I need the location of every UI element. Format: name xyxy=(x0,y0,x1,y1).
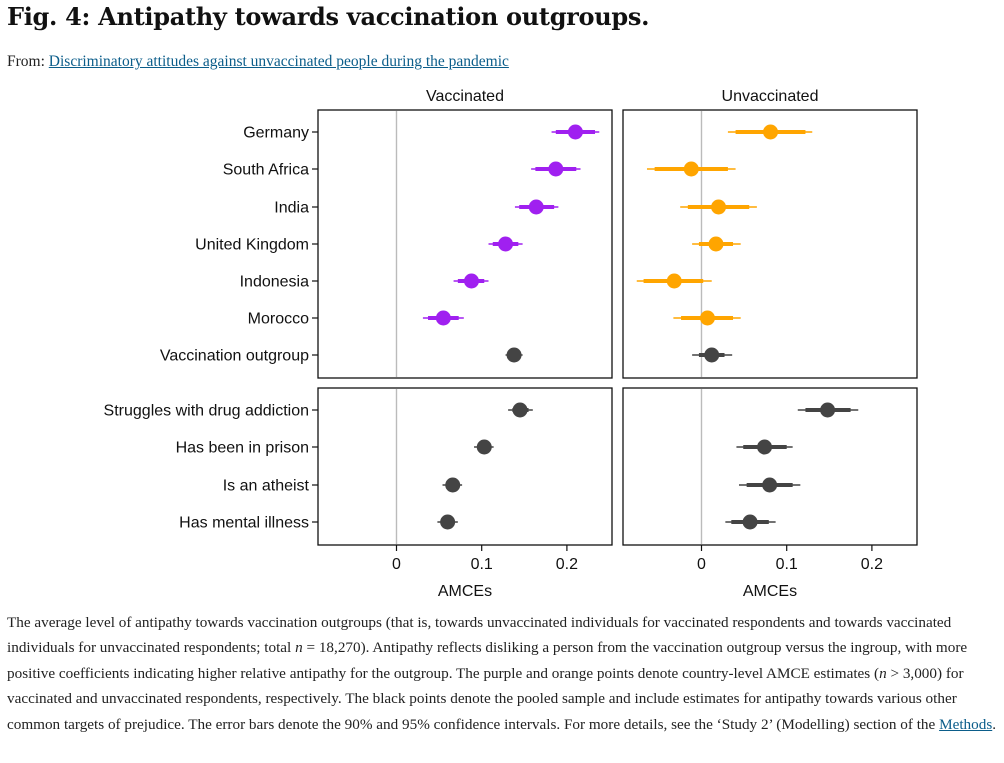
point-estimate xyxy=(435,310,451,326)
point-estimate xyxy=(567,124,583,140)
point-estimate xyxy=(445,477,461,493)
panel-frame xyxy=(622,109,918,379)
methods-link[interactable]: Methods xyxy=(939,715,993,733)
point-estimate xyxy=(699,310,715,326)
panel-title-unvaccinated: Unvaccinated xyxy=(722,88,819,105)
x-tick-label: 0.2 xyxy=(556,556,578,573)
caption-text-1: The average level of antipathy towards v… xyxy=(7,614,952,657)
y-tick-label: India xyxy=(274,200,309,217)
panel-frame xyxy=(317,109,613,379)
caption-n-country: n xyxy=(879,664,887,682)
point-estimate xyxy=(711,199,727,215)
caption-text-3: > 3,000) for vaccinated and unvaccinated… xyxy=(7,664,964,733)
figure-title: Fig. 4: Antipathy towards vaccination ou… xyxy=(7,2,650,31)
point-estimate xyxy=(742,514,758,530)
x-axis-title: AMCEs xyxy=(438,583,492,600)
point-estimate xyxy=(757,439,773,455)
y-tick-label: Vaccination outgroup xyxy=(160,348,309,365)
point-estimate xyxy=(476,439,492,455)
panel-frame xyxy=(622,387,918,546)
x-tick-label: 0.1 xyxy=(776,556,798,573)
point-estimate xyxy=(666,273,682,289)
point-estimate xyxy=(763,124,779,140)
y-tick-label: Is an atheist xyxy=(223,478,310,495)
y-tick-label: Has been in prison xyxy=(176,440,309,457)
point-estimate xyxy=(512,402,528,418)
y-tick-label: Indonesia xyxy=(240,274,309,291)
point-estimate xyxy=(506,347,522,363)
y-tick-label: Struggles with drug addiction xyxy=(104,403,309,420)
point-estimate xyxy=(440,514,456,530)
y-tick-label: United Kingdom xyxy=(195,237,309,254)
point-estimate xyxy=(548,161,564,177)
point-estimate xyxy=(762,477,778,493)
x-axis-title: AMCEs xyxy=(743,583,797,600)
source-line: From: Discriminatory attitudes against u… xyxy=(7,53,509,71)
point-estimate xyxy=(708,236,724,252)
y-tick-label: Germany xyxy=(243,125,309,142)
panel-frame xyxy=(317,387,613,546)
x-tick-label: 0 xyxy=(697,556,706,573)
figure-chart: Vaccinated Unvaccinated Germany South Afric… xyxy=(104,88,918,600)
figure-caption: The average level of antipathy towards v… xyxy=(7,610,1001,737)
point-estimate xyxy=(704,347,720,363)
point-estimate xyxy=(820,402,836,418)
y-tick-label: South Africa xyxy=(223,162,309,179)
x-tick-label: 0 xyxy=(392,556,401,573)
caption-text-4: . xyxy=(992,715,997,733)
y-tick-label: Morocco xyxy=(248,311,309,328)
x-tick-label: 0.2 xyxy=(861,556,883,573)
point-estimate xyxy=(683,161,699,177)
from-label: From: xyxy=(7,53,45,70)
caption-text-2: = 18,270). Antipathy reflects disliking … xyxy=(7,639,968,682)
point-estimate xyxy=(463,273,479,289)
point-estimate xyxy=(528,199,544,215)
panel-title-vaccinated: Vaccinated xyxy=(426,88,504,105)
point-estimate xyxy=(498,236,514,252)
caption-n-total: n xyxy=(295,639,303,657)
y-tick-label: Has mental illness xyxy=(179,515,309,532)
x-tick-label: 0.1 xyxy=(471,556,493,573)
source-article-link[interactable]: Discriminatory attitudes against unvacci… xyxy=(48,53,509,70)
